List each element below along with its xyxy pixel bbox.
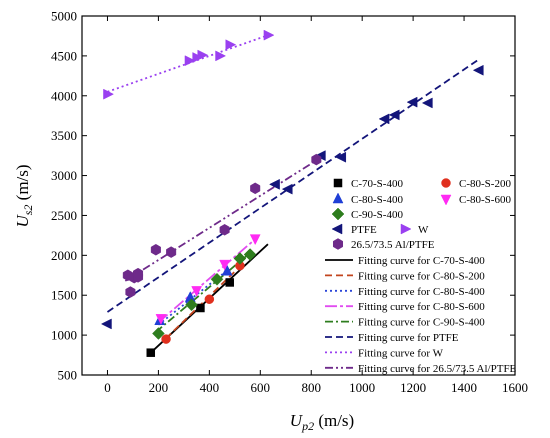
- legend-label: C-80-S-400: [351, 194, 403, 206]
- legend-marker: [440, 194, 452, 206]
- y-tick-label: 5000: [51, 9, 77, 24]
- x-axis-label-unit: (m/s): [314, 411, 354, 430]
- x-tick-label: 400: [200, 380, 220, 395]
- data-point: [421, 97, 433, 109]
- data-point: [472, 64, 484, 76]
- plot-frame: [81, 15, 516, 376]
- data-point: [146, 348, 156, 357]
- plot-frame-group: [81, 15, 516, 376]
- data-point: [219, 224, 230, 236]
- data-point: [233, 252, 247, 265]
- legend-marker: [332, 238, 344, 250]
- legend-label: Fitting curve for C-80-S-400: [358, 286, 485, 298]
- x-tick-label: 1200: [400, 380, 426, 395]
- data-point: [225, 39, 237, 51]
- data-point: [155, 314, 167, 325]
- data-point: [250, 182, 261, 195]
- data-point: [191, 286, 203, 297]
- legend-label: C-80-S-600: [459, 194, 511, 206]
- data-point: [335, 151, 347, 163]
- data-point: [185, 298, 198, 312]
- data-point: [269, 178, 280, 190]
- data-point: [243, 248, 257, 261]
- x-tick-label: 0: [104, 380, 111, 395]
- fit-line: [155, 252, 251, 333]
- legend-label: PTFE: [351, 224, 377, 236]
- legend-marker: [331, 207, 345, 221]
- fit-line: [124, 156, 322, 282]
- data-point: [166, 246, 177, 258]
- data-point: [150, 243, 161, 256]
- y-tick-label: 4000: [51, 88, 77, 103]
- legend-label: Fitting curve for C-80-S-200: [358, 270, 485, 282]
- x-axis-label-subscript: p2: [301, 419, 314, 433]
- x-axis-label-main: U: [290, 411, 304, 430]
- data-point: [406, 96, 418, 108]
- legend-label: Fitting curve for PTFE: [358, 332, 459, 344]
- legend-label: W: [418, 224, 429, 236]
- y-axis-label-subscript: s2: [21, 205, 35, 216]
- data-point: [378, 113, 390, 125]
- x-tick-label: 200: [149, 380, 169, 395]
- data-point: [263, 29, 275, 41]
- data-point: [225, 278, 234, 287]
- data-point: [219, 259, 231, 271]
- data-point: [161, 334, 171, 344]
- y-tick-label: 1500: [51, 288, 77, 303]
- data-point: [133, 267, 144, 280]
- y-axis-label: Us2 (m/s): [13, 164, 35, 227]
- data-point: [281, 183, 293, 195]
- data-point: [215, 50, 227, 62]
- legend-marker: [331, 223, 343, 235]
- fit-line: [165, 263, 244, 339]
- x-axis-label: Up2 (m/s): [290, 411, 354, 433]
- fit-line: [157, 236, 259, 324]
- data-point: [103, 88, 115, 100]
- data-point: [210, 272, 224, 286]
- data-point: [196, 303, 205, 313]
- legend-marker: [332, 192, 344, 204]
- legend-label: Fitting curve for C-70-S-400: [358, 255, 485, 267]
- legend-marker: [333, 178, 343, 188]
- y-tick-label: 4500: [51, 48, 77, 63]
- data-point: [100, 318, 112, 330]
- legend-marker: [400, 223, 412, 235]
- legend-label: C-80-S-200: [459, 178, 511, 190]
- legend-label: C-70-S-400: [351, 178, 403, 190]
- data-point: [249, 234, 261, 246]
- legend-label: Fitting curve for W: [358, 347, 444, 359]
- y-tick-label: 3500: [51, 128, 77, 143]
- data-point: [197, 49, 209, 61]
- data-point: [125, 286, 136, 298]
- data-point: [152, 327, 165, 340]
- x-tick-label: 1000: [349, 380, 375, 395]
- y-tick-label: 2000: [51, 248, 77, 263]
- data-point: [311, 153, 322, 166]
- legend-marker: [441, 178, 451, 188]
- data-point: [184, 55, 196, 67]
- y-tick-label: 2500: [51, 208, 77, 223]
- legend-label: Fitting curve for C-90-S-400: [358, 317, 485, 329]
- legend-label: 26.5/73.5 Al/PTFE: [351, 239, 435, 251]
- legend-label: Fitting curve for 26.5/73.5 Al/PTFE: [358, 363, 517, 375]
- data-point: [388, 109, 400, 121]
- tick-labels-group: 0 200 400 600 800 1000 1200 1400 1600 500 1000 1500…: [51, 9, 528, 396]
- y-axis-label-main: U: [13, 214, 32, 228]
- data-points-group: [100, 29, 484, 357]
- legend-label: Fitting curve for C-80-S-600: [358, 301, 485, 313]
- y-tick-label: 500: [58, 368, 78, 383]
- x-tick-label: 1400: [451, 380, 477, 395]
- data-point: [204, 294, 215, 304]
- x-tick-label: 600: [251, 380, 271, 395]
- legend: C-70-S-400 C-80-S-200 C-80-S-400 C-80-S-600…: [325, 178, 517, 375]
- y-tick-label: 3000: [51, 168, 77, 183]
- y-tick-label: 1000: [51, 328, 77, 343]
- legend-label: C-90-S-400: [351, 209, 403, 221]
- x-tick-label: 800: [301, 380, 321, 395]
- y-axis-label-unit: (m/s): [13, 164, 32, 204]
- x-tick-label: 1600: [502, 380, 528, 395]
